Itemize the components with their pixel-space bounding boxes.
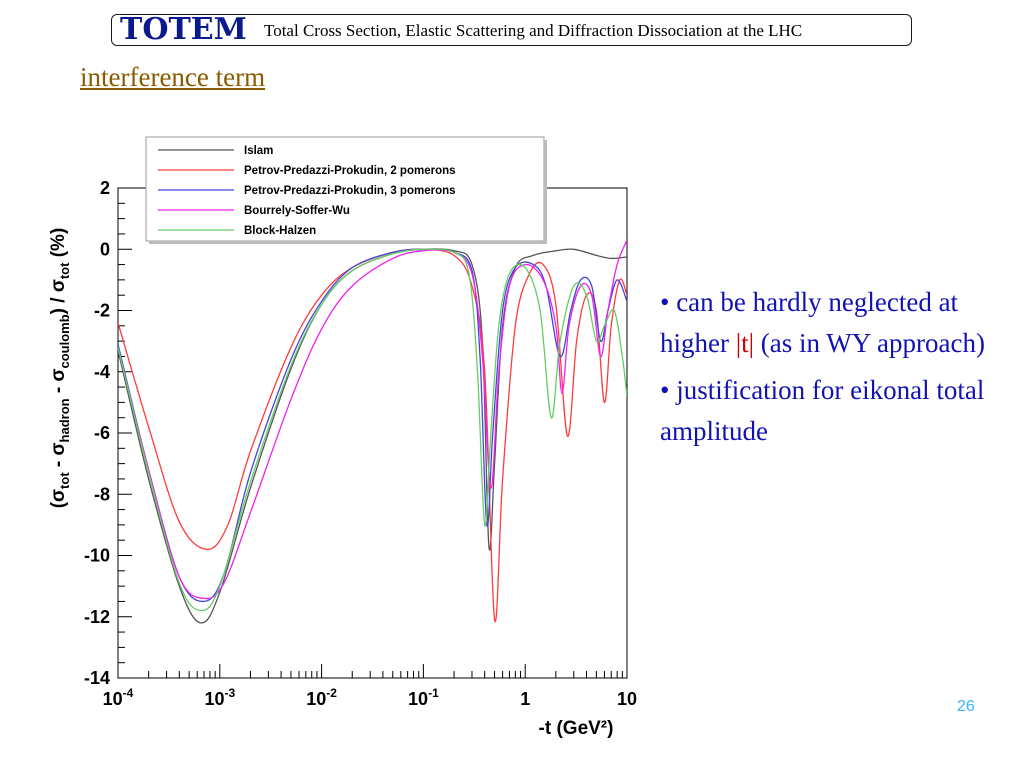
series-line [118,248,627,612]
header-title: Total Cross Section, Elastic Scattering … [264,21,803,40]
header-box: TOTEM Total Cross Section, Elastic Scatt… [111,12,912,47]
bullet-list: • can be hardly neglected at higher |t| … [660,282,1020,458]
series-line [118,239,627,600]
x-axis-title: -t (GeV²) [539,718,614,739]
legend-label: Petrov-Predazzi-Prokudin, 2 pomerons [244,165,456,177]
legend-shadow [544,140,547,244]
legend-label: Petrov-Predazzi-Prokudin, 3 pomerons [244,185,456,197]
x-tick-label: 1 [520,689,530,709]
y-tick-label: -14 [84,668,110,688]
y-axis-title: (σtot - σhadron - σcoulomb) / σtot (%) [48,228,72,509]
y-tick-label: -4 [94,362,110,382]
series-line [118,248,627,624]
x-tick-label: 10-4 [103,686,134,709]
series-line [118,248,627,623]
bullet-highlight-t: |t| [735,328,755,358]
legend-label: Bourrely-Soffer-Wu [244,205,350,217]
bullet-item: • can be hardly neglected at higher |t| … [660,282,1020,364]
y-tick-label: -6 [94,423,110,443]
x-tick-label: 10-1 [408,686,439,709]
y-tick-label: -2 [94,301,110,321]
y-tick-label: -10 [84,546,110,566]
y-tick-label: -12 [84,607,110,627]
x-tick-label: 10-3 [204,686,235,709]
legend-box [145,136,545,242]
plot-frame [117,187,628,679]
x-tick-label: 10-2 [306,686,337,709]
y-tick-label: 0 [100,239,110,259]
totem-logo: TOTEM [120,12,247,47]
legend-label: Block-Halzen [244,225,316,237]
x-tick-label: 10 [617,689,637,709]
legend-label: Islam [244,145,273,157]
bullet-text: • justification for eikonal total amplit… [660,375,985,446]
y-tick-label: 2 [100,178,110,198]
page-number: 26 [957,698,975,715]
bullet-text: (as in WY approach) [754,328,985,358]
y-tick-label: -8 [94,484,110,504]
bullet-text: • can be hardly neglected at higher [660,287,959,358]
slide-title: interference term [80,62,266,92]
legend-shadow [149,241,547,244]
bullet-item: • justification for eikonal total amplit… [660,370,1020,452]
